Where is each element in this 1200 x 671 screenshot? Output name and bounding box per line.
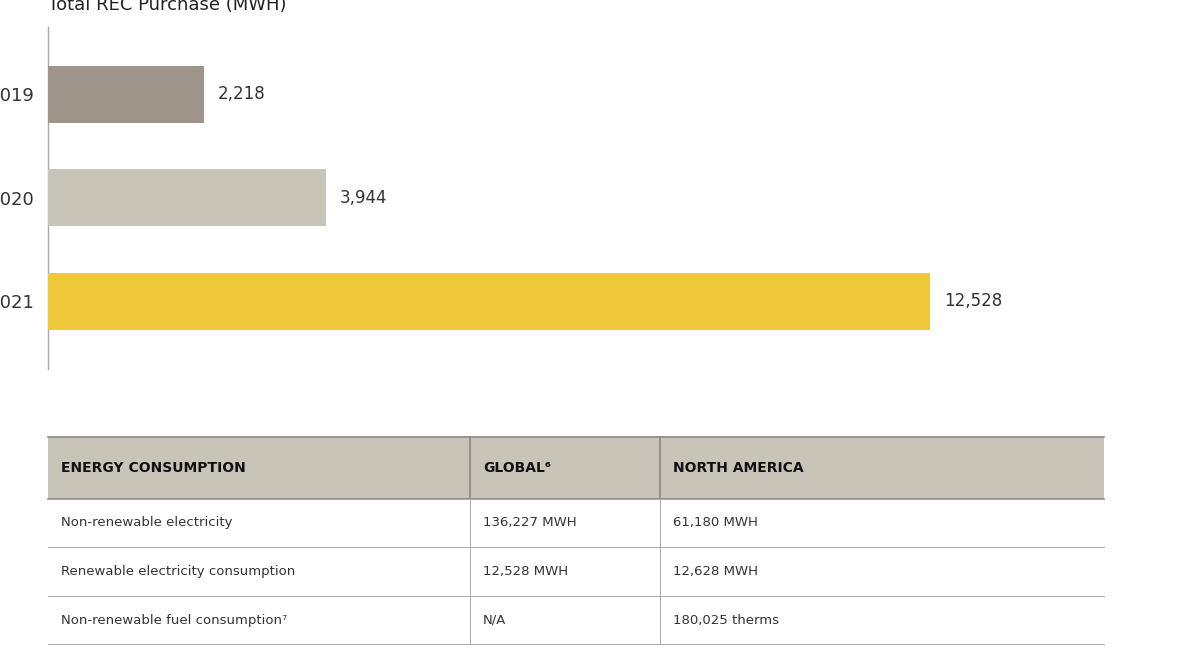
Bar <box>48 273 930 329</box>
Bar <box>48 66 204 123</box>
Text: Non-renewable fuel consumption⁷: Non-renewable fuel consumption⁷ <box>61 613 287 627</box>
Bar <box>48 437 470 499</box>
Bar <box>470 596 660 644</box>
Text: 136,227 MWH: 136,227 MWH <box>484 517 577 529</box>
Bar <box>48 169 325 226</box>
Text: 12,528 MWH: 12,528 MWH <box>484 565 568 578</box>
Text: 3,944: 3,944 <box>340 189 388 207</box>
Bar <box>48 499 470 548</box>
Bar <box>470 548 660 596</box>
Bar <box>470 499 660 548</box>
Bar <box>48 596 470 644</box>
Text: Non-renewable electricity: Non-renewable electricity <box>61 517 232 529</box>
Text: GLOBAL⁶: GLOBAL⁶ <box>484 461 551 475</box>
Text: 180,025 therms: 180,025 therms <box>673 613 779 627</box>
Text: 12,628 MWH: 12,628 MWH <box>673 565 758 578</box>
Text: Total REC Purchase (MWH): Total REC Purchase (MWH) <box>48 0 287 14</box>
Text: 61,180 MWH: 61,180 MWH <box>673 517 758 529</box>
Text: N/A: N/A <box>484 613 506 627</box>
Bar <box>48 548 470 596</box>
Text: ENERGY CONSUMPTION: ENERGY CONSUMPTION <box>61 461 246 475</box>
Text: 12,528: 12,528 <box>944 293 1002 310</box>
Bar <box>660 437 1104 499</box>
Text: 2,218: 2,218 <box>218 85 266 103</box>
Text: Renewable electricity consumption: Renewable electricity consumption <box>61 565 295 578</box>
Bar <box>470 437 660 499</box>
Bar <box>660 499 1104 548</box>
Bar <box>660 548 1104 596</box>
Bar <box>660 596 1104 644</box>
Text: NORTH AMERICA: NORTH AMERICA <box>673 461 804 475</box>
